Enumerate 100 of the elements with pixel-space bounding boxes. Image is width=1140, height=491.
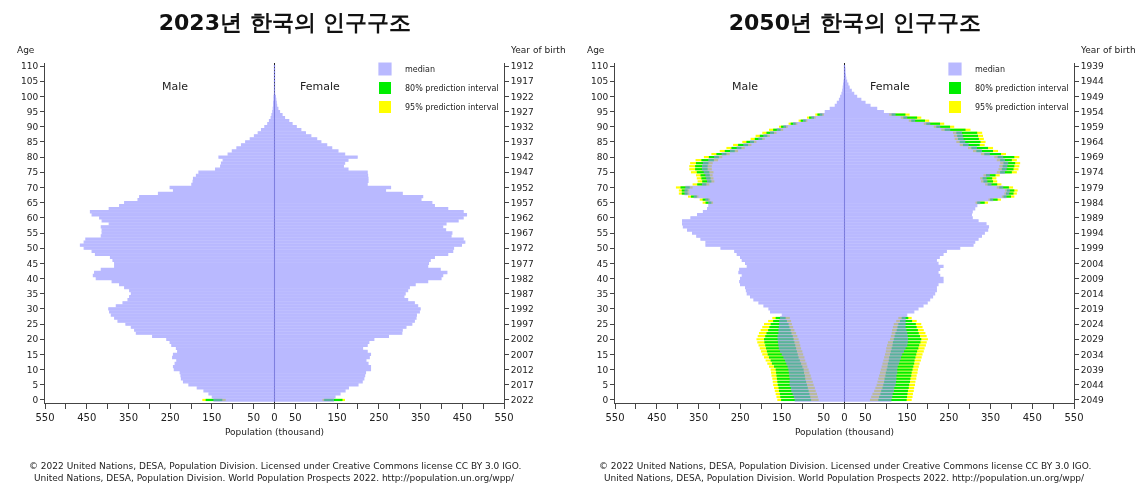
y-tick-label: 30 (26, 304, 39, 315)
legend-label: median (975, 65, 1005, 75)
y-tick-label: 85 (596, 137, 609, 148)
y-tick-label: 25 (26, 319, 39, 330)
x-tick-label: 450 (647, 412, 667, 423)
x-tick-label: 350 (981, 412, 1001, 423)
y2-tick-label: 2044 (1080, 379, 1104, 390)
x-tick-label: 0 (271, 412, 278, 423)
text: © 2022 United Nations, DESA, Population Division. Licensed under Creative Commons license CC BY 3.0 IGO. (599, 461, 1092, 471)
y2-tick-label: 1927 (510, 106, 534, 117)
x-tick-label: 250 (369, 412, 389, 423)
y2-axis-title: Year of birth (1080, 45, 1136, 55)
y2-tick-label: 2002 (510, 334, 534, 345)
y2-tick-label: 1922 (510, 91, 534, 102)
y-tick-label: 60 (26, 212, 39, 223)
annotation: Male (732, 80, 759, 93)
x-tick-label: 0 (841, 412, 848, 423)
y2-tick-label: 1932 (510, 121, 534, 132)
y2-tick-label: 1954 (1080, 106, 1104, 117)
y-tick-label: 35 (596, 288, 609, 299)
legend-label: 95% prediction interval (405, 103, 499, 113)
x-tick-label: 350 (411, 412, 431, 423)
y-tick-label: 55 (596, 228, 609, 239)
y-tick-label: 95 (596, 106, 609, 117)
y2-tick-label: 2014 (1080, 288, 1104, 299)
y2-tick-label: 1989 (1080, 212, 1104, 223)
y-tick-label: 40 (26, 273, 39, 284)
y2-tick-label: 2004 (1080, 258, 1104, 269)
chart-title: 2023년 한국의 인구구조 (158, 9, 412, 35)
x-tick-label: 450 (452, 412, 472, 423)
legend-label: median (405, 65, 435, 75)
y2-tick-label: 2009 (1080, 273, 1104, 284)
y2-tick-label: 1992 (510, 304, 534, 315)
y2-tick-label: 1917 (510, 76, 534, 87)
y2-tick-label: 1994 (1080, 228, 1104, 239)
annotation: Female (870, 80, 911, 93)
y2-tick-label: 2019 (1080, 304, 1104, 315)
x-tick-label: 150 (202, 412, 222, 423)
y-tick-label: 45 (596, 258, 609, 269)
y-tick-label: 30 (596, 304, 609, 315)
y-tick-label: 65 (26, 197, 39, 208)
chart-title: 2050년 한국의 인구구조 (728, 9, 982, 35)
x-tick-label: 150 (327, 412, 347, 423)
y-tick-label: 50 (596, 243, 609, 254)
y2-tick-label: 1977 (510, 258, 534, 269)
x-axis-title: Population (thousand) (794, 426, 895, 437)
x-axis-title: Population (thousand) (224, 426, 325, 437)
x-tick-label: 550 (605, 412, 625, 423)
x-tick-label: 450 (77, 412, 97, 423)
annotation: Female (300, 80, 341, 93)
y-tick-label: 105 (21, 76, 39, 87)
y2-tick-label: 1999 (1080, 243, 1104, 254)
y-tick-label: 55 (26, 228, 39, 239)
y2-tick-label: 1959 (1080, 121, 1104, 132)
y-tick-label: 105 (591, 76, 609, 87)
y2-tick-label: 2029 (1080, 334, 1104, 345)
y-tick-label: 45 (26, 258, 39, 269)
y2-axis-title: Year of birth (510, 45, 566, 55)
y-tick-label: 10 (596, 364, 609, 375)
y2-tick-label: 2012 (510, 364, 534, 375)
y-tick-label: 85 (26, 137, 39, 148)
x-tick-label: 50 (858, 412, 872, 423)
x-tick-label: 150 (897, 412, 917, 423)
y2-tick-label: 1944 (1080, 76, 1104, 87)
y-tick-label: 75 (26, 167, 39, 178)
y-tick-label: 90 (26, 121, 39, 132)
y-tick-label: 20 (26, 334, 39, 345)
y2-tick-label: 2024 (1080, 319, 1104, 330)
y2-tick-label: 1912 (510, 61, 534, 72)
x-tick-label: 550 (494, 412, 514, 423)
y-tick-label: 5 (32, 379, 39, 390)
y2-tick-label: 2039 (1080, 364, 1104, 375)
y2-tick-label: 1942 (510, 152, 534, 163)
y-tick-label: 60 (596, 212, 609, 223)
y2-tick-label: 2022 (510, 395, 534, 406)
y-tick-label: 65 (596, 197, 609, 208)
y2-tick-label: 1962 (510, 212, 534, 223)
y2-tick-label: 2017 (510, 379, 534, 390)
y2-tick-label: 1997 (510, 319, 534, 330)
y2-tick-label: 1947 (510, 167, 534, 178)
x-tick-label: 250 (730, 412, 750, 423)
y-tick-label: 110 (591, 61, 609, 72)
x-tick-label: 50 (817, 412, 831, 423)
y2-tick-label: 1974 (1080, 167, 1104, 178)
y-tick-label: 50 (26, 243, 39, 254)
y-tick-label: 15 (26, 349, 39, 360)
y-axis-title: Age (17, 45, 35, 55)
annotation: Male (162, 80, 189, 93)
y2-tick-label: 2007 (510, 349, 534, 360)
legend-label: 80% prediction interval (975, 84, 1069, 94)
y2-tick-label: 1982 (510, 273, 534, 284)
y-tick-label: 15 (596, 349, 609, 360)
y-tick-label: 5 (602, 379, 609, 390)
y2-tick-label: 2049 (1080, 395, 1104, 406)
y2-tick-label: 1969 (1080, 152, 1104, 163)
y2-tick-label: 1949 (1080, 91, 1104, 102)
y2-tick-label: 2034 (1080, 349, 1104, 360)
x-tick-label: 350 (118, 412, 138, 423)
x-tick-label: 550 (35, 412, 55, 423)
x-tick-label: 250 (939, 412, 959, 423)
